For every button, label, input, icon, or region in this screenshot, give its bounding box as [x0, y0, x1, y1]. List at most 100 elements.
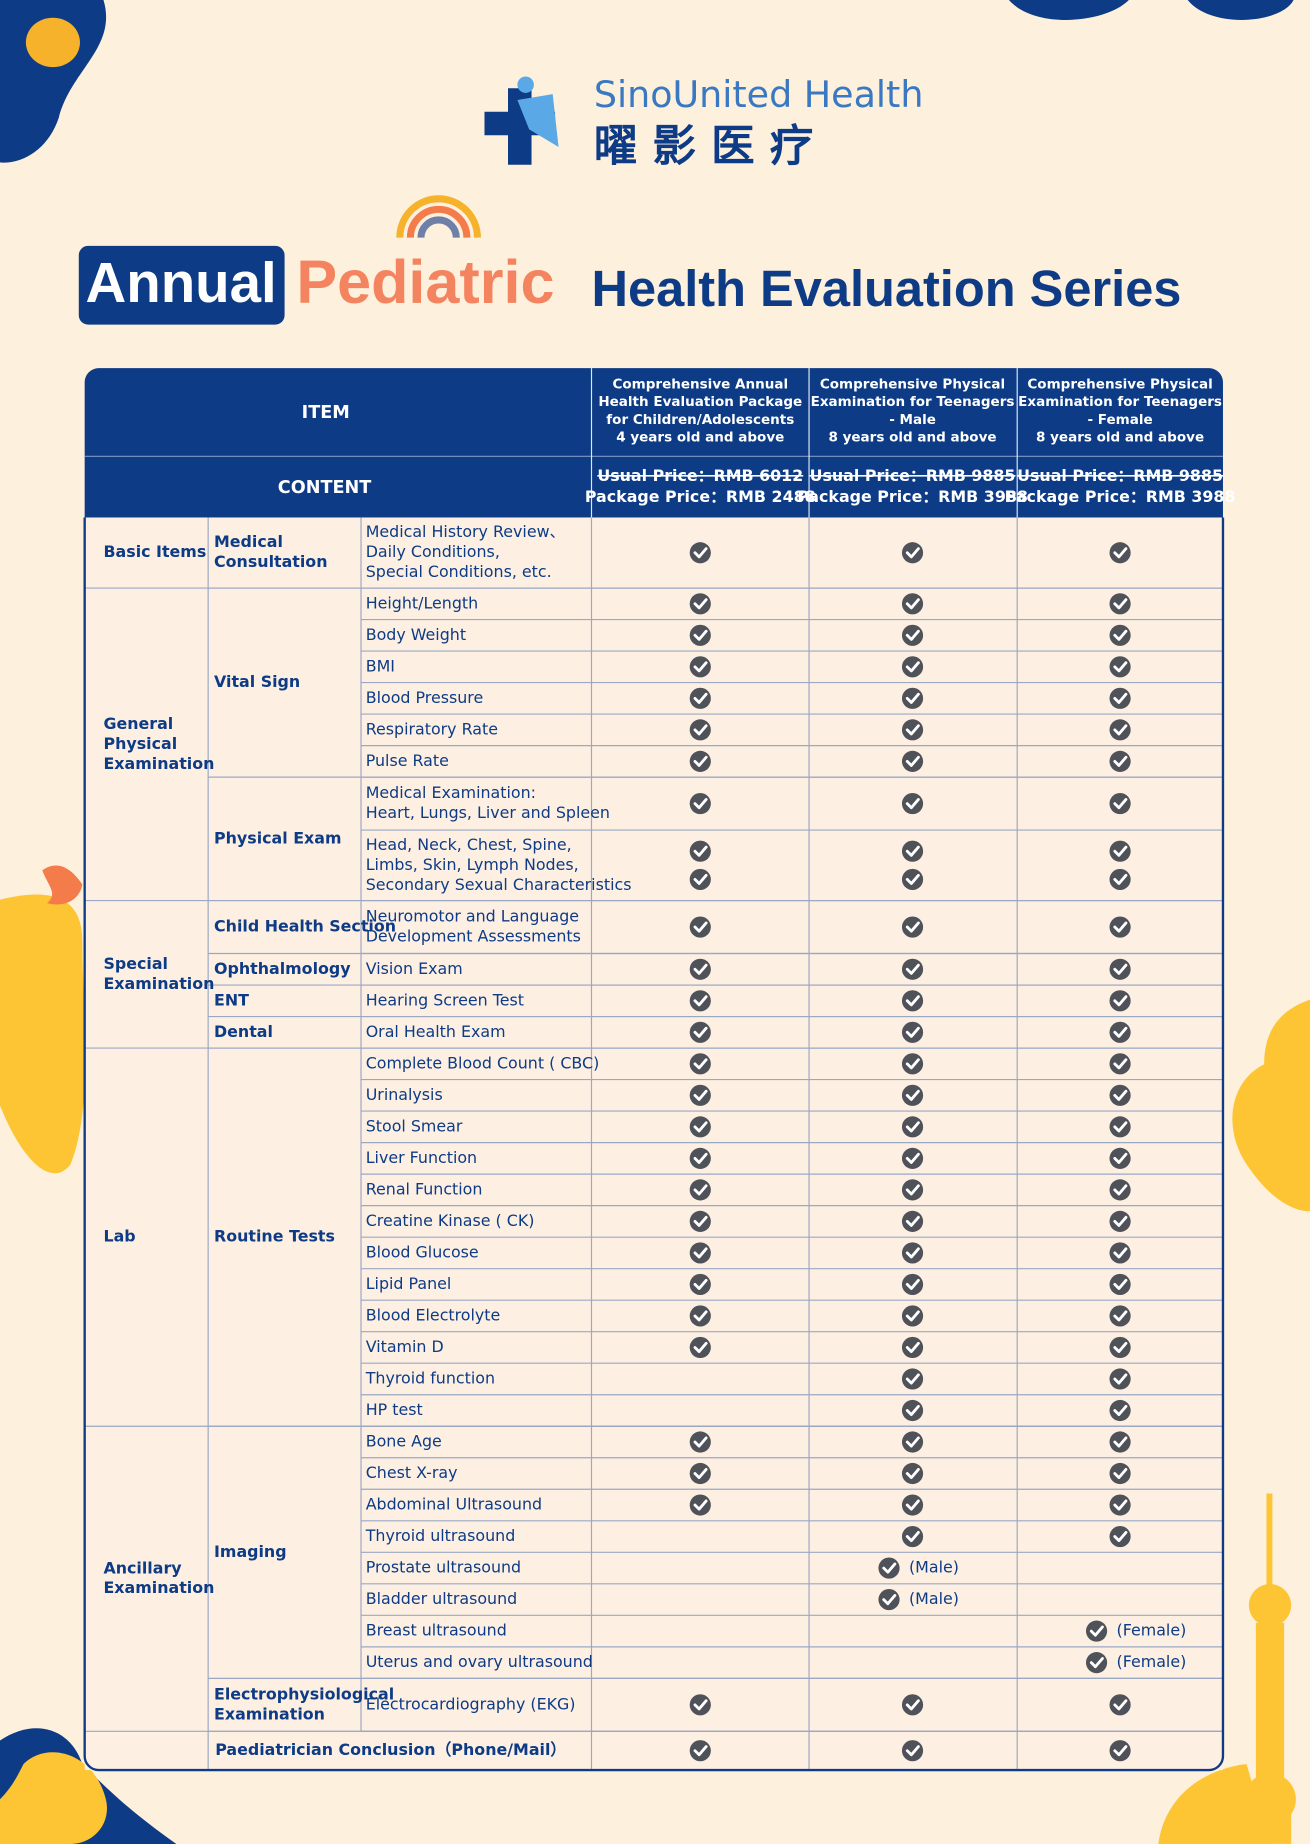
check-circle	[901, 1210, 924, 1232]
item: Body Weight	[366, 625, 466, 644]
check-circle	[689, 1694, 711, 1716]
check	[1109, 840, 1131, 862]
check-tick	[693, 724, 708, 736]
check-tick	[693, 1341, 708, 1353]
check-circle	[689, 868, 711, 891]
note: (Female)	[1117, 1621, 1187, 1640]
item: Electrocardiography (EKG)	[366, 1694, 576, 1713]
column-header: 8 years old and above	[828, 430, 996, 446]
check	[689, 624, 711, 646]
check-tick	[693, 963, 708, 975]
check-circle	[1109, 1116, 1131, 1138]
check	[1109, 916, 1131, 938]
check	[689, 1242, 711, 1264]
check	[1109, 1210, 1131, 1232]
item: Neuromotor and Language	[366, 907, 579, 926]
check-tick	[693, 629, 708, 641]
check-tick	[1113, 547, 1128, 559]
check-tick	[905, 1184, 920, 1196]
check	[1109, 1368, 1131, 1390]
check	[689, 990, 711, 1012]
item: Thyroid ultrasound	[365, 1526, 516, 1545]
check	[901, 1179, 924, 1201]
check-circle	[901, 1179, 924, 1201]
check-tick	[1113, 1436, 1128, 1448]
check-circle	[878, 1588, 900, 1611]
check-circle	[689, 916, 711, 938]
check-tick	[1113, 755, 1128, 767]
blob-top-right	[1008, 0, 1294, 20]
check	[689, 1305, 711, 1327]
check-circle	[1109, 1242, 1131, 1264]
logo-zh: 曜 影 医 疗	[594, 122, 813, 172]
check	[901, 958, 924, 980]
check	[689, 656, 711, 678]
check-circle	[1109, 1273, 1131, 1296]
conclusion: Paediatrician Conclusion（Phone/Mail）	[215, 1740, 566, 1759]
check-circle	[1109, 624, 1131, 646]
check	[901, 719, 924, 741]
check-circle	[1109, 1179, 1131, 1201]
check-tick	[905, 598, 920, 610]
item: Daily Conditions,	[366, 542, 500, 561]
check-tick	[1089, 1625, 1104, 1637]
usual-price: Usual Price：RMB 9885	[810, 466, 1016, 485]
check-circle	[1109, 719, 1131, 741]
check-circle	[901, 1116, 924, 1138]
check-tick	[905, 1745, 920, 1757]
check-tick	[1113, 963, 1128, 975]
check-tick	[1113, 845, 1128, 857]
check-tick	[1113, 629, 1128, 641]
check	[1109, 1116, 1131, 1138]
check-circle	[1109, 1021, 1131, 1043]
subgroup: Examination	[214, 1704, 325, 1723]
check-tick	[693, 873, 708, 885]
item: BMI	[366, 656, 395, 675]
check-tick	[693, 845, 708, 857]
check-tick	[905, 1341, 920, 1353]
check-circle	[689, 719, 711, 741]
check-circle	[901, 990, 924, 1012]
check-circle	[901, 1399, 924, 1422]
check-tick	[693, 1467, 708, 1480]
check	[901, 1525, 924, 1548]
check-tick	[1113, 995, 1128, 1007]
check-tick	[1113, 1152, 1128, 1164]
column-header: Examination for Teenagers	[811, 394, 1015, 410]
check	[689, 1053, 711, 1075]
check	[901, 1399, 924, 1422]
check-circle	[901, 1694, 924, 1716]
check-tick	[905, 995, 920, 1007]
check-circle	[1109, 1336, 1131, 1359]
check-circle	[1109, 792, 1131, 815]
check-tick	[905, 1247, 920, 1259]
check	[1109, 1431, 1131, 1453]
check-tick	[905, 1121, 920, 1133]
check	[689, 958, 711, 980]
usual-price: Usual Price：RMB 6012	[597, 466, 803, 485]
check-tick	[1113, 692, 1128, 704]
check-tick	[1113, 1184, 1128, 1196]
check-tick	[693, 995, 708, 1007]
usual-price: Usual Price：RMB 9885	[1017, 466, 1223, 485]
check	[1109, 1462, 1131, 1485]
check-circle	[689, 1084, 711, 1106]
check	[1109, 1084, 1131, 1106]
check-circle	[901, 1053, 924, 1075]
subgroup: Ophthalmology	[214, 959, 351, 978]
check-tick	[905, 798, 920, 810]
check-circle	[1085, 1620, 1108, 1642]
check-tick	[1113, 1373, 1128, 1385]
check-circle	[689, 1116, 711, 1138]
check-circle	[901, 840, 924, 862]
check	[1109, 958, 1131, 980]
check-tick	[1113, 921, 1128, 933]
check	[1109, 990, 1131, 1012]
check-tick	[1113, 1745, 1128, 1757]
check	[1109, 1525, 1131, 1548]
check	[689, 542, 711, 564]
check-circle	[901, 1368, 924, 1390]
check-tick	[905, 1531, 920, 1543]
check	[1085, 1652, 1108, 1674]
